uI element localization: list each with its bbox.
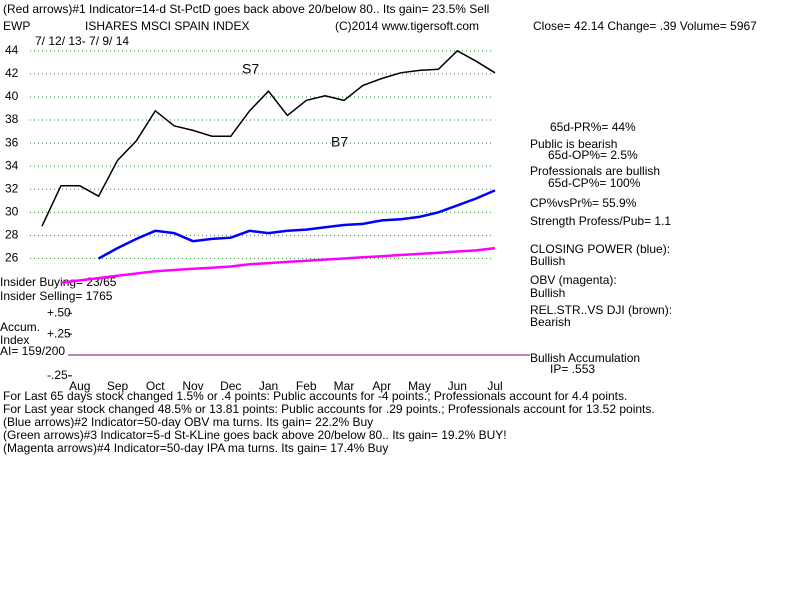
header-text: (C)2014 www.tigersoft.com	[335, 19, 479, 33]
footer-text: For Last year stock changed 48.5% or 13.…	[3, 402, 655, 416]
indicator-note: REL.STR..VS DJI (brown):	[530, 303, 672, 317]
y-tick-label: 30	[5, 204, 19, 218]
series-line	[41, 49, 496, 227]
signal-label: S7	[242, 61, 259, 77]
footer-text: (Magenta arrows)#4 Indicator=50-day IPA …	[3, 441, 388, 455]
y2-tick-label: -.25	[47, 368, 68, 382]
indicator-note: Bullish	[530, 254, 565, 268]
indicator-note: CP%vsPr%= 55.9%	[530, 196, 637, 210]
indicator-note: Professionals are bullish	[530, 164, 660, 178]
y-tick-label: 40	[5, 89, 19, 103]
x-tick-label: Nov	[182, 379, 203, 393]
series-line	[97, 189, 496, 260]
y-tick-label: 44	[5, 43, 19, 57]
insider-note: Index	[0, 333, 29, 347]
y-tick-label: 32	[5, 181, 19, 195]
series-line	[60, 246, 496, 284]
indicator-note: OBV (magenta):	[530, 273, 617, 287]
y-tick-label: 36	[5, 135, 19, 149]
indicator-note: Bearish	[530, 315, 571, 329]
footer-text: (Green arrows)#3 Indicator=5-d St-KLine …	[3, 428, 507, 442]
y2-tick-label: +.25	[47, 326, 71, 340]
insider-note: Insider Selling= 1765	[0, 289, 113, 303]
signal-label: B7	[331, 134, 348, 150]
y-tick-label: 38	[5, 112, 19, 126]
x-tick-label: Feb	[296, 379, 317, 393]
footer-text: For Last 65 days stock changed 1.5% or .…	[3, 389, 627, 403]
x-tick-label: Jul	[487, 379, 502, 393]
indicator-note: Bullish	[530, 286, 565, 300]
header-text: (Red arrows)#1 Indicator=14-d St-PctD go…	[3, 2, 489, 16]
y-tick-label: 28	[5, 228, 19, 242]
indicator-note: IP= .553	[550, 362, 595, 376]
insider-note: AI= 159/200	[0, 344, 65, 358]
indicator-note: 65d-CP%= 100%	[548, 176, 641, 190]
x-tick-label: Dec	[220, 379, 241, 393]
footer-text: (Blue arrows)#2 Indicator=50-day OBV ma …	[3, 415, 373, 429]
x-tick-label: Apr	[372, 379, 391, 393]
x-tick-label: Jun	[448, 379, 467, 393]
x-tick-label: Sep	[107, 379, 129, 393]
indicator-note: 65d-PR%= 44%	[550, 120, 636, 134]
y-tick-label: 26	[5, 251, 19, 265]
header-text: 7/ 12/ 13- 7/ 9/ 14	[35, 34, 129, 48]
indicator-note: Bullish Accumulation	[530, 351, 640, 365]
y-tick-label: 34	[5, 158, 19, 172]
indicator-note: CLOSING POWER (blue):	[530, 242, 670, 256]
indicator-note: Public is bearish	[530, 137, 617, 151]
header-text: ISHARES MSCI SPAIN INDEX	[85, 19, 249, 33]
indicator-note: 65d-OP%= 2.5%	[548, 148, 638, 162]
x-tick-label: Jan	[259, 379, 278, 393]
indicator-note: Strength Profess/Pub= 1.1	[530, 214, 671, 228]
y-tick-label: 42	[5, 66, 19, 80]
insider-note: Accum.	[0, 320, 40, 334]
header-text: Close= 42.14 Change= .39 Volume= 5967	[533, 19, 757, 33]
x-tick-label: Aug	[69, 379, 90, 393]
x-tick-label: Mar	[334, 379, 355, 393]
x-tick-label: May	[408, 379, 431, 393]
y2-tick-label: +.50	[47, 306, 71, 320]
header-text: EWP	[3, 19, 30, 33]
x-tick-label: Oct	[146, 379, 165, 393]
